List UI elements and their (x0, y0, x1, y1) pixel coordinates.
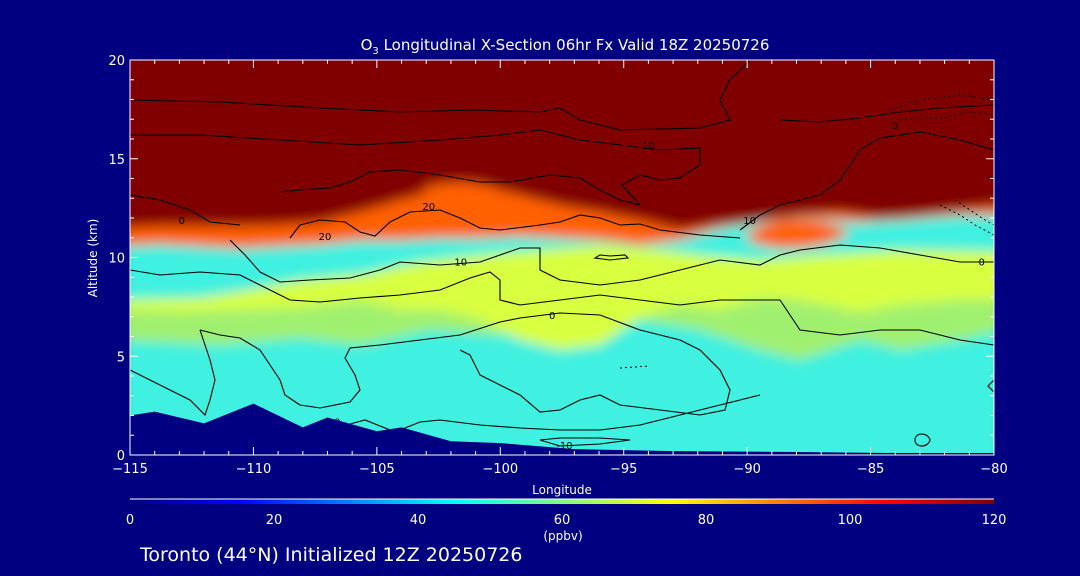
negative-contour-lines (619, 94, 994, 369)
plot-area: 100202010100000-10 (130, 60, 994, 455)
x-tick-label: −115 (112, 462, 148, 477)
contour-line-closed-center (593, 254, 630, 261)
contour-line-negative-1 (889, 94, 994, 111)
contour-label: 0 (179, 216, 185, 227)
contour-label: 0 (978, 257, 984, 268)
contour-line-negative-3 (939, 204, 994, 236)
contour-label: 0 (549, 311, 555, 322)
contour-line-negative-5 (619, 365, 651, 369)
contour-line-0-southwest (130, 329, 216, 417)
y-tick-label: 20 (108, 54, 125, 69)
field-layer-tropopause-transition-upper (420, 182, 500, 196)
colorbar-tick-label: 60 (554, 513, 571, 528)
colorbar (130, 499, 994, 504)
x-tick-label: −100 (482, 462, 518, 477)
contour-label: 20 (319, 232, 332, 243)
contour-line-0-center (299, 312, 731, 416)
contour-line-10-east (739, 131, 994, 231)
y-tick-label: 15 (108, 153, 125, 168)
contour-line-10-lower (229, 239, 994, 286)
contour-label: 10 (743, 216, 756, 227)
colorbar-tick-label: 100 (838, 513, 863, 528)
ozone-field (130, 60, 994, 455)
contour-line-0-east-upper (779, 104, 994, 123)
colorbar-label: (ppbv) (543, 529, 582, 543)
contour-line-top-east (800, 60, 806, 61)
contour-line-minus10 (399, 394, 761, 431)
x-tick-label: −105 (359, 462, 395, 477)
colorbar-tick-label: 80 (698, 513, 715, 528)
y-axis: 0 5 10 15 20 (108, 54, 994, 464)
colorbar-ticks: 0 20 40 60 80 100 120 (126, 513, 1007, 528)
contour-label: 0 (892, 121, 898, 132)
field-layer-stratosphere (130, 60, 994, 230)
contour-label: 10 (642, 141, 655, 152)
x-axis: −115 −110 −105 −100 −95 −90 −85 −80 (112, 60, 1008, 477)
colorbar-tick-label: 120 (982, 513, 1007, 528)
colorbar-tick-label: 20 (266, 513, 283, 528)
chart-title: O3 Longitudinal X-Section 06hr Fx Valid … (361, 36, 770, 57)
terrain-mask (130, 403, 994, 455)
x-axis-label: Longitude (532, 483, 592, 497)
contour-line-20 (289, 209, 741, 239)
y-axis-label: Altitude (km) (86, 219, 100, 298)
x-tick-label: −95 (610, 462, 637, 477)
contour-line-minus10-closed (539, 437, 631, 447)
y-tick-label: 10 (108, 252, 125, 267)
contour-label: 10 (454, 257, 467, 268)
contour-lines (130, 60, 994, 447)
y-tick-label: 5 (117, 350, 125, 365)
contour-label: -10 (556, 441, 572, 452)
x-tick-label: −80 (980, 462, 1007, 477)
colorbar-tick-label: 0 (126, 513, 134, 528)
contour-line-10-mid (279, 169, 641, 206)
contour-line-negative-4 (954, 199, 994, 226)
x-tick-label: −110 (236, 462, 272, 477)
field-layer-tropopause-transition-east (745, 219, 850, 249)
contour-label: 20 (422, 202, 435, 213)
x-tick-label: −90 (733, 462, 760, 477)
field-layer-troposphere-mid (130, 245, 994, 350)
contour-line-0-mid (130, 269, 994, 346)
colorbar-tick-label: 40 (410, 513, 427, 528)
contour-line-0-west-lower (199, 329, 301, 406)
contour-line-closed-east (914, 433, 931, 447)
contour-line-0-west (130, 194, 241, 226)
contour-line-10-upper (130, 129, 701, 206)
footer-caption: Toronto (44°N) Initialized 12Z 20250726 (139, 544, 523, 566)
x-tick-label: −85 (857, 462, 884, 477)
contour-line-upper-0 (130, 60, 751, 131)
contour-line-negative-2 (899, 111, 994, 121)
contour-line-east-edge (987, 379, 994, 393)
y-tick-label: 0 (117, 449, 125, 464)
